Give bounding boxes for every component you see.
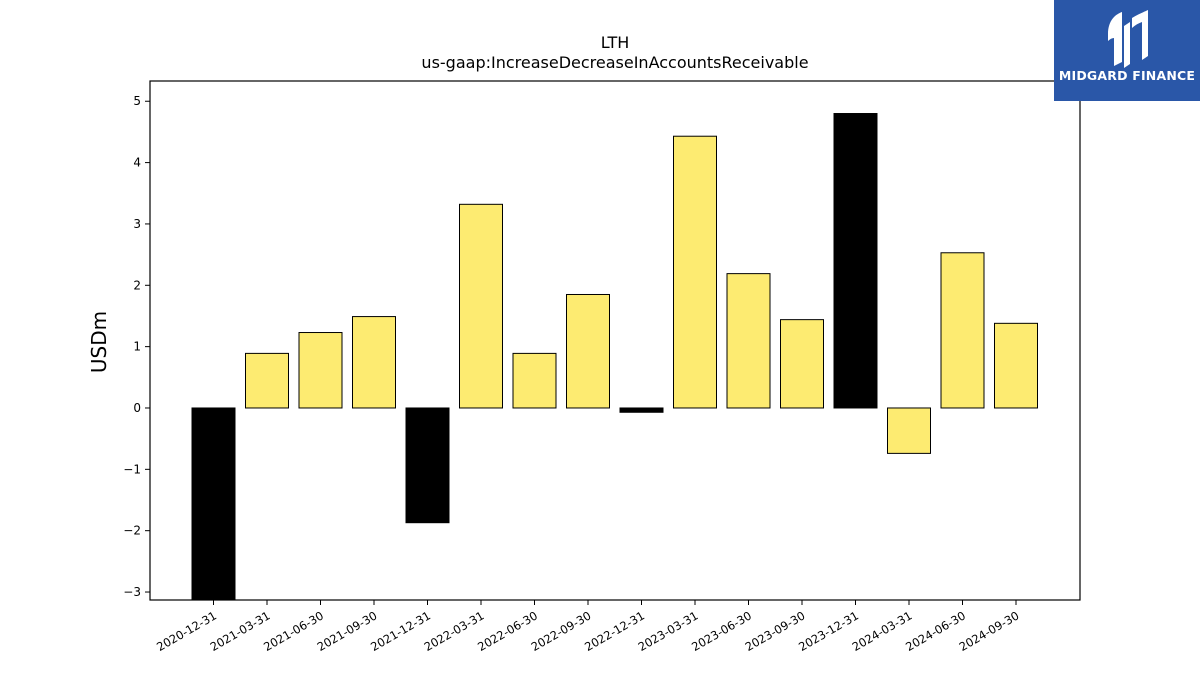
brand-logo: MIDGARD FINANCE xyxy=(1054,0,1200,101)
y-tick-label-0: 0 xyxy=(133,401,141,415)
bar-2023-06-30 xyxy=(726,273,771,409)
bar-2022-12-31 xyxy=(619,407,664,413)
x-tick-label-2021-06-30: 2021-06-30 xyxy=(261,608,326,654)
y-tick-label-1: 1 xyxy=(133,340,141,354)
x-tick-label-2023-06-30: 2023-06-30 xyxy=(689,608,754,654)
bar-2022-03-31 xyxy=(459,203,503,409)
y-tick-label--1: −1 xyxy=(123,462,141,476)
bar-2022-09-30 xyxy=(566,293,610,409)
bar-2024-09-30 xyxy=(994,322,1038,409)
x-tick-label-2024-06-30: 2024-06-30 xyxy=(903,608,968,654)
bar-2022-06-30 xyxy=(512,352,557,409)
bar-2021-12-31 xyxy=(405,407,450,524)
x-tick-label-2024-09-30: 2024-09-30 xyxy=(957,608,1022,654)
bar-2024-03-31 xyxy=(887,407,931,454)
y-tick-label-2: 2 xyxy=(133,278,141,292)
x-tick-label-2021-09-30: 2021-09-30 xyxy=(315,608,380,654)
bar-2024-06-30 xyxy=(940,252,985,409)
x-tick-label-2023-12-31: 2023-12-31 xyxy=(796,608,861,654)
y-tick-label--3: −3 xyxy=(123,585,141,599)
bars-group xyxy=(191,113,1038,601)
y-tick-label-3: 3 xyxy=(133,217,141,231)
x-tick-label-2021-03-31: 2021-03-31 xyxy=(208,608,273,654)
bar-2021-09-30 xyxy=(352,316,396,409)
midgard-logo-icon xyxy=(1108,10,1148,68)
bar-2021-03-31 xyxy=(245,352,289,409)
y-tick-label-5: 5 xyxy=(133,94,141,108)
bar-2023-03-31 xyxy=(673,135,717,409)
x-tick-label-2020-12-31: 2020-12-31 xyxy=(154,608,219,654)
x-tick-label-2021-12-31: 2021-12-31 xyxy=(368,608,433,654)
x-tick-label-2022-12-31: 2022-12-31 xyxy=(582,608,647,654)
y-axis-label: USDm xyxy=(87,311,111,373)
x-tick-label-2022-06-30: 2022-06-30 xyxy=(475,608,540,654)
chart-title: LTH xyxy=(601,33,630,52)
x-tick-label-2023-09-30: 2023-09-30 xyxy=(743,608,808,654)
bar-2023-12-31 xyxy=(833,113,878,409)
x-tick-label-2023-03-31: 2023-03-31 xyxy=(636,608,701,654)
y-tick-label-4: 4 xyxy=(133,156,141,170)
y-tick-label--2: −2 xyxy=(123,524,141,538)
bar-2023-09-30 xyxy=(780,319,824,409)
brand-name: MIDGARD FINANCE xyxy=(1058,68,1196,83)
bar-2021-06-30 xyxy=(298,332,343,409)
y-axis: −3 −2 −1 0 1 2 3 4 5 xyxy=(123,94,150,599)
chart-subtitle: us-gaap:IncreaseDecreaseInAccountsReceiv… xyxy=(421,53,808,72)
plot-frame xyxy=(149,80,1081,601)
x-tick-label-2024-03-31: 2024-03-31 xyxy=(850,608,915,654)
x-tick-label-2022-09-30: 2022-09-30 xyxy=(529,608,594,654)
x-axis: 2020-12-312021-03-312021-06-302021-09-30… xyxy=(154,600,1022,654)
x-tick-label-2022-03-31: 2022-03-31 xyxy=(422,608,487,654)
bar-2020-12-31 xyxy=(191,407,236,601)
